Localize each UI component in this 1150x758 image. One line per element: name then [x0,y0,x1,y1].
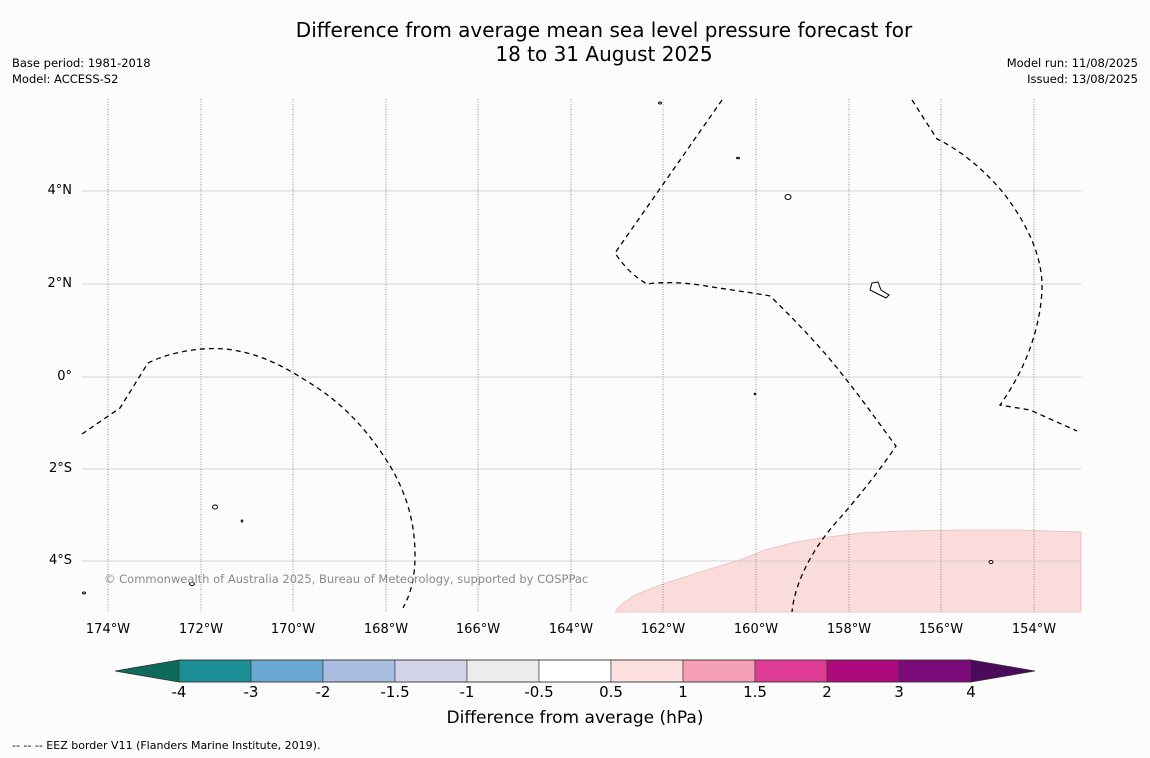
eez-borders [81,99,1078,613]
lon-label: 174°W [85,622,131,637]
colorbar-tick-label: -0.5 [524,683,554,701]
colorbar-tick-label: 4 [966,683,976,701]
island [189,582,195,586]
colorbar-segment [394,659,468,683]
eez-border-left [81,347,416,609]
colorbar [114,659,1036,683]
colorbar-segment [466,659,540,683]
colorbar-segment [754,659,828,683]
island [753,392,757,396]
colorbar-segment [322,659,396,683]
colorbar-outline [114,659,1036,683]
colorbar-tick-label: -3 [243,683,259,701]
colorbar-segment [250,659,324,683]
colorbar-tick-label: -1.5 [380,683,410,701]
island [736,156,740,160]
colorbar-segment [826,659,900,683]
colorbar-segment [178,659,252,683]
lon-label: 158°W [826,622,872,637]
island [240,519,244,523]
lon-label: 166°W [455,622,501,637]
title-line-1: Difference from average mean sea level p… [295,18,913,42]
lat-label: 0° [57,369,72,384]
lon-label: 154°W [1011,622,1057,637]
island [658,101,662,105]
lat-label: 4°N [47,183,73,198]
lon-label: 160°W [733,622,779,637]
issued-text: Issued: 13/08/2025 [1027,72,1138,86]
lat-label: 2°S [48,461,72,476]
colorbar-segment [610,659,684,683]
island [212,504,218,510]
pressure-anomaly-area [614,529,1082,613]
colorbar-tick-label: -1 [459,683,475,701]
eez-border-center [614,99,897,613]
colorbar-tick-label: -4 [171,683,187,701]
base-period-text: Base period: 1981-2018 [12,56,151,70]
lon-label: 164°W [548,622,594,637]
colorbar-tick-label: 2 [822,683,832,701]
colorbar-tick-label: 0.5 [599,683,623,701]
colorbar-tick-label: 1 [678,683,688,701]
colorbar-segment [538,659,612,683]
lon-label: 172°W [178,622,224,637]
lat-label: 2°N [47,276,73,291]
model-run-text: Model run: 11/08/2025 [1006,56,1138,70]
colorbar-segment [682,659,756,683]
eez-footnote: -- -- -- EEZ border V11 (Flanders Marine… [12,739,321,752]
lon-label: 170°W [270,622,316,637]
island [869,281,890,299]
latitude-gridlines [82,190,1081,562]
colorbar-title: Difference from average (hPa) [446,708,704,728]
lon-label: 162°W [640,622,686,637]
colorbar-tick-label: 1.5 [743,683,767,701]
eez-border-right [911,99,1078,432]
lon-label: 156°W [918,622,964,637]
island [988,560,994,564]
colorbar-tick-label: 3 [894,683,904,701]
meta-right: Model run: 11/08/2025 Issued: 13/08/2025 [1007,55,1138,87]
colorbar-low-extension [115,660,179,682]
colorbar-tick-label: -2 [315,683,331,701]
model-text: Model: ACCESS-S2 [12,72,119,86]
lat-label: 4°S [48,553,72,568]
map-title: Difference from average mean sea level p… [0,18,1150,66]
island [82,591,86,595]
colorbar-segment [898,659,972,683]
island [784,194,792,200]
copyright-text: © Commonwealth of Australia 2025, Bureau… [104,572,589,586]
title-line-2: 18 to 31 August 2025 [495,42,713,66]
islands [82,101,994,595]
meta-left: Base period: 1981-2018 Model: ACCESS-S2 [12,55,151,87]
lon-label: 168°W [363,622,409,637]
colorbar-high-extension [971,660,1035,682]
